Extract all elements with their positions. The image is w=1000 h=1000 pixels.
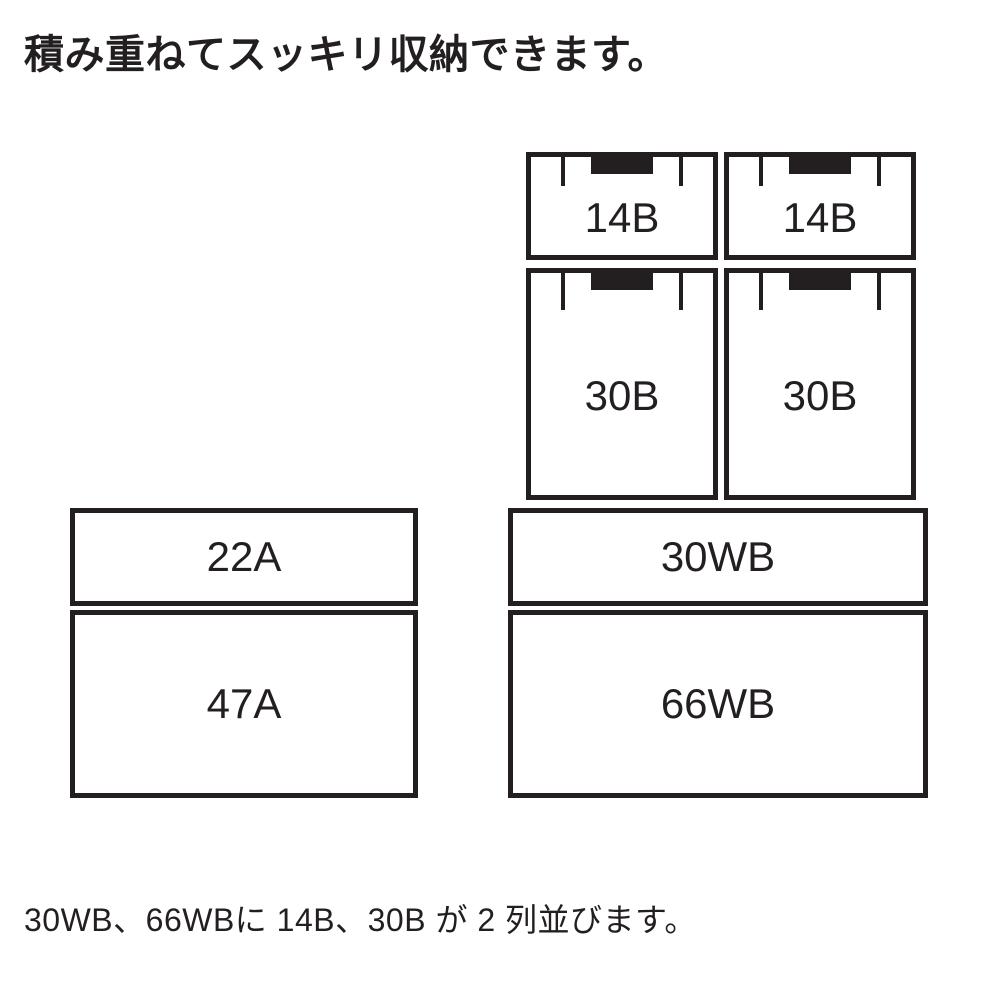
box-30b-left: 30B <box>526 268 718 500</box>
box-30b-right: 30B <box>724 268 916 500</box>
handle-line-left <box>561 156 565 186</box>
handle-line-left <box>561 272 565 310</box>
box-label: 14B <box>585 194 660 242</box>
handle-line-right <box>877 156 881 186</box>
box-handle <box>729 156 911 174</box>
footnote-text: 30WB、66WBに 14B、30B が 2 列並びます。 <box>24 895 697 941</box>
handle-tab <box>591 272 653 290</box>
box-label: 66WB <box>661 680 775 728</box>
handle-line-right <box>877 272 881 310</box>
box-label: 47A <box>207 680 282 728</box>
box-label: 14B <box>783 194 858 242</box>
box-47a: 47A <box>70 610 418 798</box>
handle-tab <box>789 156 851 174</box>
box-label: 30B <box>585 372 660 420</box>
box-handle <box>729 272 911 290</box>
heading-text: 積み重ねてスッキリ収納できます。 <box>24 22 668 80</box>
box-30wb: 30WB <box>508 508 928 606</box>
handle-line-right <box>679 156 683 186</box>
box-label: 22A <box>207 533 282 581</box>
handle-line-right <box>679 272 683 310</box>
box-label: 30B <box>783 372 858 420</box>
handle-line-left <box>759 156 763 186</box>
handle-line-left <box>759 272 763 310</box>
box-handle <box>531 272 713 290</box>
box-22a: 22A <box>70 508 418 606</box>
handle-tab <box>591 156 653 174</box>
box-handle <box>531 156 713 174</box>
diagram-canvas: 積み重ねてスッキリ収納できます。 22A 47A 30WB 66WB 14B 1… <box>0 0 1000 1000</box>
handle-tab <box>789 272 851 290</box>
box-14b-right: 14B <box>724 152 916 260</box>
box-label: 30WB <box>661 533 775 581</box>
box-14b-left: 14B <box>526 152 718 260</box>
box-66wb: 66WB <box>508 610 928 798</box>
